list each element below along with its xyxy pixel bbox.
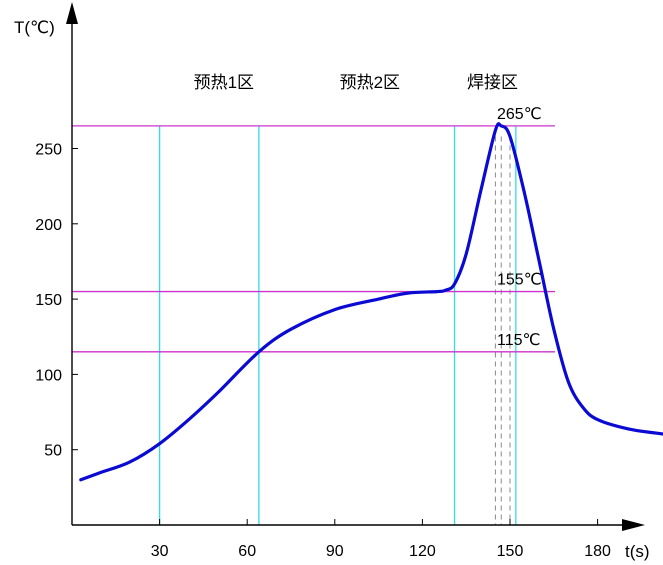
x-axis-label: t(s) [625, 542, 650, 561]
zone-labels: 预热1区 预热2区 焊接区 [194, 73, 518, 92]
x-tick-label: 90 [326, 543, 344, 560]
reference-label: 115℃ [497, 332, 541, 349]
y-axis-arrow [66, 2, 78, 24]
cyan-vertical-lines [158, 125, 517, 525]
x-tick-label: 120 [409, 543, 436, 560]
y-tick-label: 150 [35, 292, 62, 309]
y-tick-label: 200 [35, 217, 62, 234]
tick-marks: 30 60 90 120 150 180 50 100 150 200 250 [35, 142, 611, 561]
reference-label: 155℃ [497, 272, 542, 289]
x-axis-arrow [622, 519, 645, 531]
y-axis-label: T(℃) [14, 18, 55, 37]
x-tick-label: 180 [584, 543, 611, 560]
zone-label: 焊接区 [467, 73, 518, 92]
temperature-profile-curve [79, 122, 663, 482]
axes: T(℃) t(s) [14, 2, 650, 561]
gray-dashed-lines [494, 136, 511, 525]
y-tick-label: 250 [35, 142, 62, 159]
x-tick-label: 60 [238, 543, 256, 560]
reference-lines: 265℃ 155℃ 115℃ [72, 106, 555, 353]
zone-label: 预热1区 [194, 73, 254, 92]
x-tick-label: 30 [151, 543, 169, 560]
x-tick-label: 150 [497, 543, 524, 560]
y-tick-label: 100 [35, 367, 62, 384]
y-tick-label: 50 [44, 443, 62, 460]
data-series [79, 122, 663, 482]
reference-label: 265℃ [497, 106, 542, 123]
zone-label: 预热2区 [340, 73, 400, 92]
